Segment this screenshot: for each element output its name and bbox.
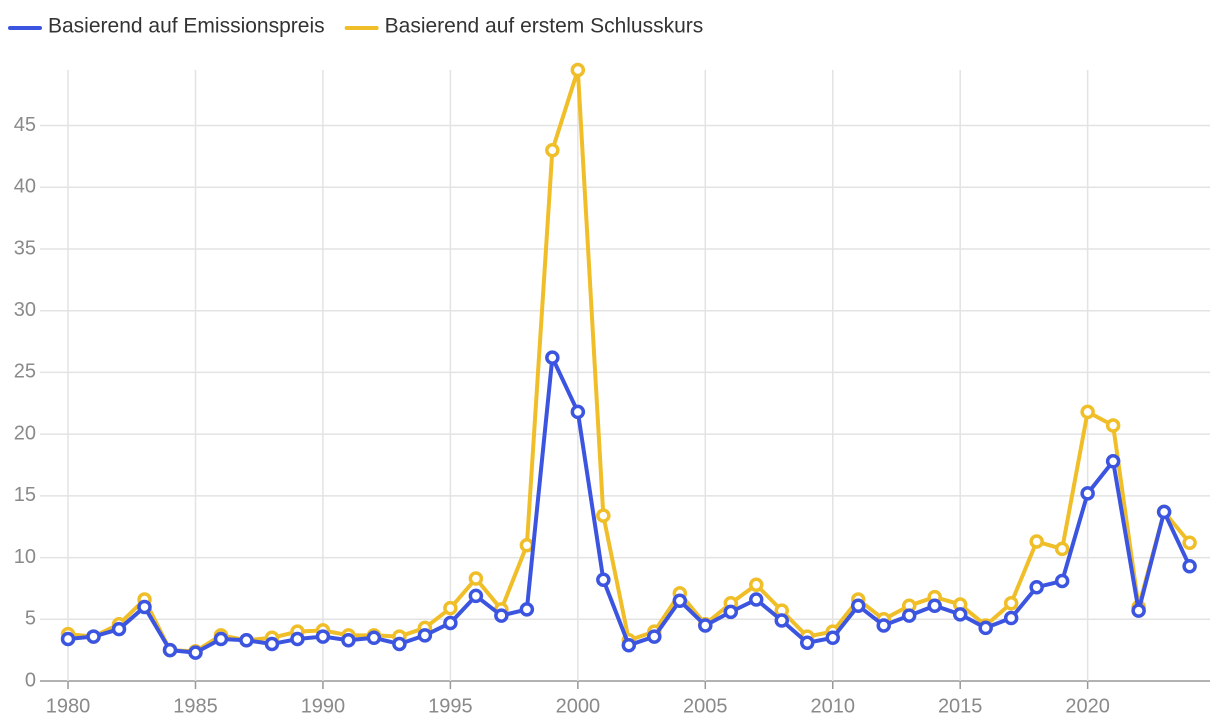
data-point: [672, 593, 688, 609]
y-tick-label: 40: [14, 176, 36, 198]
x-tick-label: 2005: [683, 695, 728, 717]
data-point: [545, 142, 560, 158]
data-point: [1029, 534, 1044, 549]
data-point: [1156, 504, 1172, 520]
data-point: [315, 629, 331, 644]
data-point: [901, 608, 917, 623]
data-point: [1029, 579, 1044, 595]
data-point: [749, 592, 764, 607]
data-point: [1003, 610, 1019, 626]
data-point: [213, 631, 229, 647]
data-point: [596, 508, 611, 523]
data-point: [978, 620, 993, 636]
data-point: [468, 571, 484, 586]
x-tick-label: 2000: [556, 695, 601, 717]
data-point: [137, 599, 152, 615]
data-point: [1080, 486, 1095, 501]
data-point: [596, 572, 611, 588]
data-point: [723, 604, 739, 620]
legend-label: Basierend auf erstem Schlusskurs: [385, 15, 704, 38]
y-tick-label: 10: [14, 546, 36, 568]
data-point: [162, 642, 178, 658]
series-line: [67, 68, 1192, 654]
data-point: [1182, 558, 1197, 574]
data-point: [1105, 454, 1121, 469]
y-tick-label: 20: [14, 422, 36, 444]
data-point: [443, 600, 458, 616]
y-tick-label: 5: [25, 608, 36, 630]
data-point: [1182, 535, 1197, 551]
data-point: [825, 630, 840, 646]
data-point: [111, 621, 127, 637]
x-tick-label: 2020: [1065, 695, 1110, 717]
series-line: [67, 355, 1192, 655]
data-point: [570, 404, 586, 420]
x-tick-label: 2015: [938, 695, 983, 717]
data-point: [647, 629, 662, 644]
data-point: [443, 615, 458, 631]
data-point: [1080, 404, 1095, 420]
data-point: [774, 613, 790, 628]
y-tick-label: 25: [14, 361, 36, 383]
data-point: [60, 631, 76, 647]
data-point: [86, 629, 101, 644]
data-point: [570, 62, 586, 78]
data-point: [1003, 595, 1019, 611]
data-point: [290, 631, 305, 647]
data-point: [494, 608, 509, 623]
legend-label: Basierend auf Emissionspreis: [48, 15, 325, 38]
y-tick-label: 35: [14, 237, 36, 259]
x-tick-label: 2010: [810, 695, 855, 717]
data-point: [800, 635, 815, 650]
data-point: [264, 636, 280, 652]
data-point: [952, 607, 968, 622]
data-point: [417, 628, 433, 643]
x-tick-label: 1995: [428, 695, 473, 717]
data-point: [850, 598, 866, 613]
data-point: [341, 633, 356, 648]
data-point: [468, 588, 484, 604]
data-point: [519, 537, 535, 553]
y-tick-label: 45: [14, 114, 36, 136]
y-tick-label: 15: [14, 484, 36, 506]
data-point: [1131, 603, 1146, 618]
data-point: [1054, 541, 1070, 557]
data-point: [366, 630, 382, 646]
data-point: [239, 633, 254, 648]
data-point: [545, 350, 560, 365]
data-point: [519, 602, 535, 617]
x-tick-label: 1980: [46, 695, 91, 717]
data-point: [621, 637, 637, 653]
data-point: [876, 618, 891, 633]
data-point: [927, 598, 942, 613]
data-point: [698, 618, 713, 633]
data-point: [749, 577, 764, 592]
data-point: [392, 636, 407, 652]
y-tick-label: 30: [14, 299, 36, 321]
x-tick-label: 1985: [173, 695, 218, 717]
y-tick-label: 0: [25, 669, 36, 691]
x-tick-label: 1990: [301, 695, 346, 717]
data-point: [188, 645, 203, 660]
data-point: [1054, 573, 1070, 589]
data-point: [1105, 418, 1121, 433]
